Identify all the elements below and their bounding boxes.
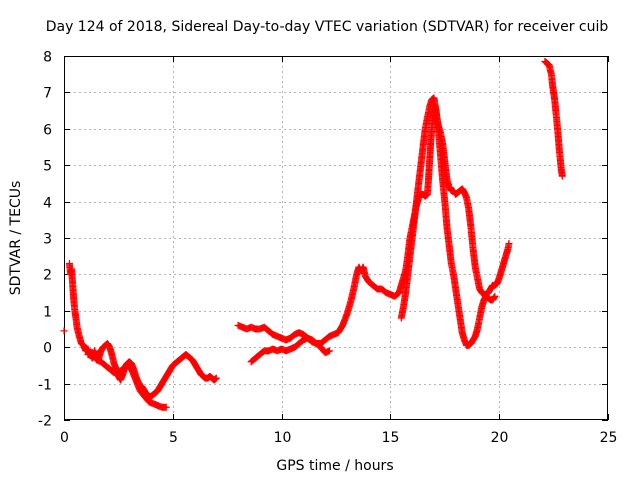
x-axis-label: GPS time / hours — [276, 458, 393, 474]
x-tick-label: 20 — [491, 430, 509, 446]
data-point-marker — [211, 375, 219, 383]
y-tick-label: 3 — [43, 232, 52, 248]
data-point-marker — [491, 292, 499, 300]
axis-ticks: 0 5 10 15 20 25 -2 -1 0 1 2 3 4 5 6 7 8 — [38, 50, 617, 447]
y-tick-label: 2 — [43, 268, 52, 284]
data-markers — [60, 57, 566, 411]
data-point-marker — [505, 239, 513, 247]
y-tick-label: 1 — [43, 305, 52, 321]
y-tick-label: -1 — [38, 378, 52, 394]
y-tick-label: 0 — [43, 341, 52, 357]
data-point-marker — [325, 347, 333, 355]
x-tick-label: 25 — [600, 430, 618, 446]
x-tick-label: 5 — [169, 430, 178, 446]
x-tick-label: 10 — [274, 430, 292, 446]
data-point-marker — [212, 375, 220, 383]
x-tick-label: 0 — [60, 430, 69, 446]
y-tick-label: 5 — [43, 159, 52, 175]
data-point-marker — [212, 374, 220, 382]
x-tick-label: 15 — [382, 430, 400, 446]
grid-lines — [64, 56, 608, 420]
data-point-marker — [60, 327, 68, 335]
y-tick-label: 8 — [43, 50, 52, 66]
chart-title: Day 124 of 2018, Sidereal Day-to-day VTE… — [46, 19, 609, 35]
y-tick-label: 7 — [43, 86, 52, 102]
y-tick-label: 4 — [43, 196, 52, 212]
y-tick-label: -2 — [38, 414, 52, 430]
y-tick-label: 6 — [43, 123, 52, 139]
data-point-marker — [162, 403, 170, 411]
y-axis-label: SDTVAR / TECUs — [8, 181, 24, 296]
data-point-marker — [558, 172, 566, 180]
